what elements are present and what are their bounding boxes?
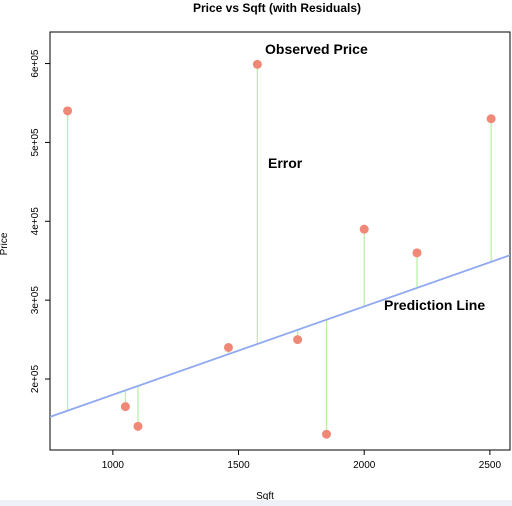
points-layer <box>63 59 496 439</box>
annotation-error: Error <box>268 155 303 171</box>
y-tick-label-400000: 4e+05 <box>30 207 41 236</box>
y-tick-label-300000: 3e+05 <box>30 286 41 315</box>
y-tick-label-200000: 2e+05 <box>30 365 41 394</box>
y-tick-label-500000: 5e+05 <box>30 128 41 157</box>
data-point-2 <box>120 402 130 412</box>
regression-line <box>50 254 510 418</box>
y-axis: 2e+05 3e+05 4e+05 5e+05 6e+05 <box>30 49 50 393</box>
data-point-8 <box>359 224 369 234</box>
x-axis: 1000 1500 2000 2500 <box>102 450 502 471</box>
data-point-5 <box>252 59 262 69</box>
plot-frame <box>49 31 511 451</box>
data-point-4 <box>223 342 233 352</box>
annotation-observed-price: Observed Price <box>265 41 368 57</box>
x-tick-label-2000: 2000 <box>353 460 376 471</box>
bottom-strip <box>0 500 512 506</box>
y-tick-label-600000: 6e+05 <box>30 49 41 78</box>
y-axis-label: Price <box>0 232 10 255</box>
chart-title: Price vs Sqft (with Residuals) <box>193 1 361 15</box>
residuals-layer <box>66 64 492 435</box>
x-tick-label-1000: 1000 <box>102 460 125 471</box>
data-point-3 <box>133 421 143 431</box>
annotation-prediction-line: Prediction Line <box>384 297 485 313</box>
data-point-9 <box>412 248 422 258</box>
x-axis-label: Sqft <box>256 491 274 502</box>
data-point-6 <box>293 335 303 345</box>
x-tick-label-1500: 1500 <box>227 460 250 471</box>
data-point-7 <box>322 429 332 439</box>
data-point-10 <box>486 114 496 124</box>
data-point-1 <box>63 106 73 116</box>
x-tick-label-2500: 2500 <box>479 460 502 471</box>
